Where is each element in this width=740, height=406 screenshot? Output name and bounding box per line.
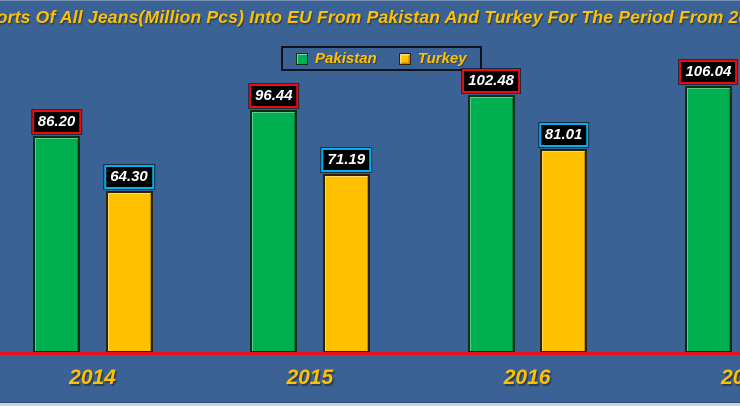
legend-item-pakistan: Pakistan [296, 50, 377, 67]
x-axis-line [0, 352, 740, 355]
value-label-pakistan-2015: 96.44 [249, 84, 299, 109]
bar-pakistan-2014 [33, 136, 80, 353]
value-label-turkey-2016: 81.01 [538, 123, 589, 148]
x-axis-label-2014: 2014 [69, 366, 116, 389]
legend: Pakistan Turkey [281, 46, 482, 71]
legend-label-turkey: Turkey [417, 50, 467, 67]
value-label-turkey-2014: 64.30 [104, 165, 154, 190]
bottom-edge-strip [0, 403, 740, 406]
bar-pakistan-2015 [250, 110, 298, 353]
x-axis-label-2016: 2016 [503, 366, 551, 389]
bottom-edge-shadow [0, 402, 740, 403]
value-label-turkey-2015: 71.19 [321, 147, 372, 172]
legend-item-turkey: Turkey [398, 50, 467, 67]
pakistan-series-swatch-icon [296, 52, 308, 65]
legend-label-pakistan: Pakistan [315, 50, 377, 67]
top-edge-highlight [0, 0, 740, 1]
value-label-pakistan-2016: 102.48 [462, 69, 521, 94]
chart-title: Imports Of All Jeans(Million Pcs) Into E… [0, 7, 740, 27]
bar-turkey-2014 [105, 191, 153, 353]
bar-pakistan-2016 [467, 95, 515, 353]
value-label-pakistan-2014: 86.20 [31, 110, 82, 135]
bar-pakistan-2017 [684, 86, 732, 353]
bar-turkey-2015 [322, 173, 370, 353]
x-axis-label-2015: 2015 [286, 366, 334, 389]
x-axis-label-2017: 2017 [721, 366, 740, 389]
bar-turkey-2016 [540, 149, 588, 353]
value-label-pakistan-2017: 106.04 [679, 60, 738, 85]
turkey-series-swatch-icon [398, 52, 411, 65]
